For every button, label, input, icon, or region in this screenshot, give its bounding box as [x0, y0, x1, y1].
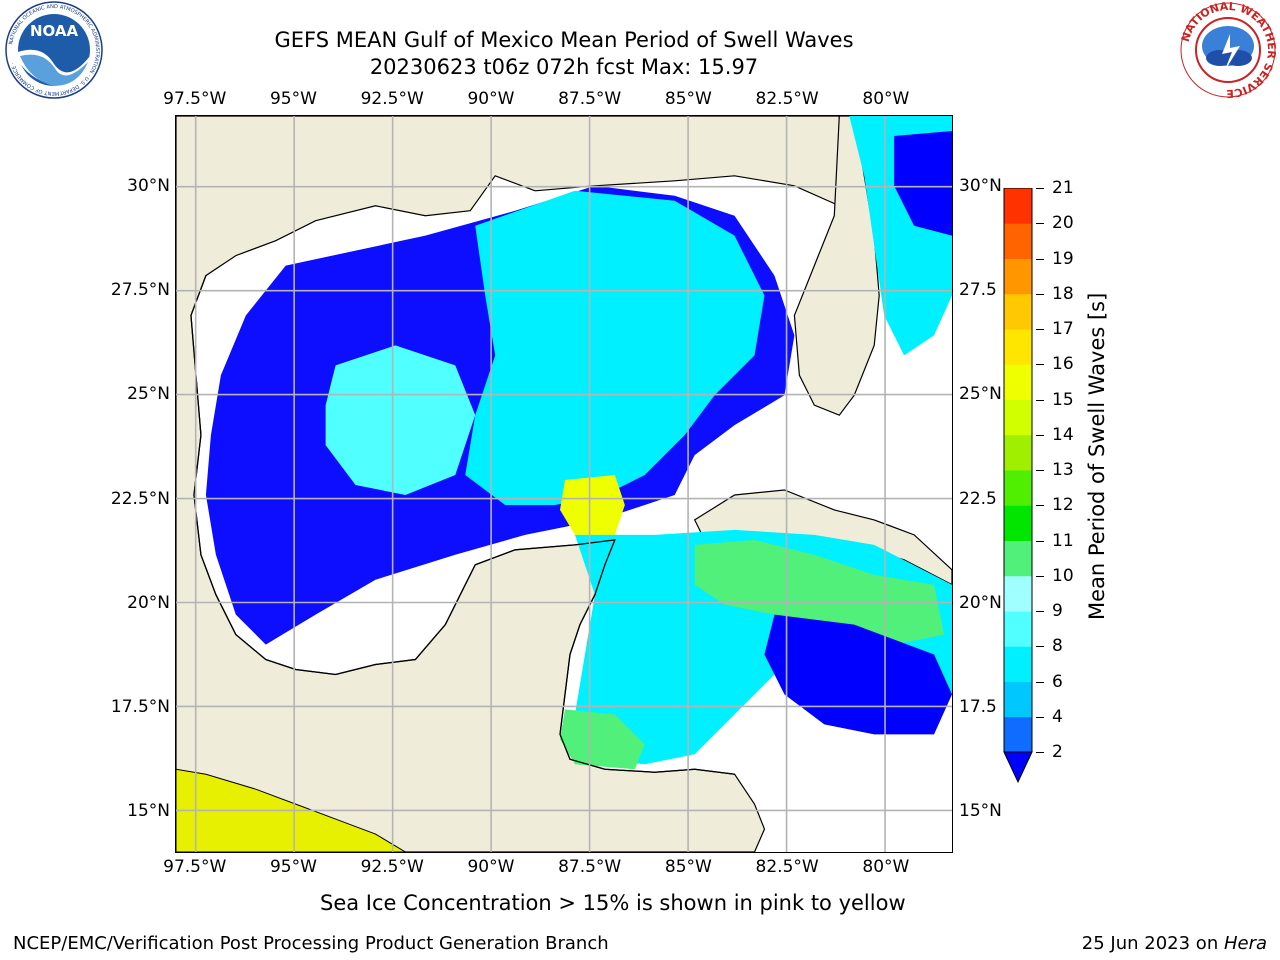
- lon-tick-top: 87.5°W: [558, 89, 622, 109]
- colorbar-bin: [1004, 258, 1032, 295]
- lon-tick-top: 82.5°W: [755, 89, 819, 109]
- colorbar-tick: 9: [1052, 601, 1063, 621]
- lon-tick-bottom: 82.5°W: [755, 857, 819, 877]
- lon-tick-top: 97.5°W: [163, 89, 227, 109]
- lat-tick-right: 30°N: [959, 175, 1002, 196]
- colorbar-tick: 13: [1052, 460, 1074, 480]
- colorbar-bin: [1004, 329, 1032, 365]
- colorbar-tick-mark: [1036, 575, 1044, 577]
- colorbar-under-arrow: [1003, 751, 1033, 784]
- colorbar-tick-mark: [1036, 681, 1044, 683]
- footer-date: 25 Jun 2023 on: [1081, 933, 1224, 954]
- colorbar-tick: 15: [1052, 389, 1074, 410]
- lon-tick-top: 90°W: [467, 89, 515, 109]
- colorbar-bin: [1004, 434, 1032, 471]
- lon-tick-bottom: 97.5°W: [163, 857, 227, 877]
- lon-tick-top: 85°W: [664, 89, 712, 109]
- colorbar-label: Mean Period of Swell Waves [s]: [1085, 292, 1109, 620]
- colorbar-tick-mark: [1036, 293, 1044, 295]
- lat-tick-right: 25°N: [959, 384, 1002, 405]
- footer-credit: NCEP/EMC/Verification Post Processing Pr…: [13, 933, 609, 954]
- colorbar-tick-mark: [1036, 399, 1044, 401]
- colorbar-tick: 20: [1052, 213, 1074, 234]
- colorbar-bin: [1004, 575, 1032, 612]
- colorbar-bin: [1004, 364, 1032, 400]
- lon-tick-bottom: 87.5°W: [558, 857, 622, 877]
- map-plot: [175, 115, 953, 853]
- colorbar-tick-mark: [1036, 505, 1044, 507]
- colorbar-tick: 19: [1052, 248, 1074, 269]
- colorbar-bin: [1004, 716, 1032, 753]
- colorbar-tick: 14: [1052, 424, 1074, 445]
- map-title: GEFS MEAN Gulf of Mexico Mean Period of …: [274, 28, 854, 52]
- lat-tick-left: 15°N: [127, 801, 170, 822]
- colorbar-tick: 8: [1052, 636, 1063, 657]
- sea-ice-note: Sea Ice Concentration > 15% is shown in …: [320, 891, 906, 915]
- colorbar-tick-mark: [1036, 716, 1044, 718]
- nws-logo: NATIONAL WEATHER SERVICE: [1179, 0, 1278, 100]
- lat-tick-right: 20°N: [959, 592, 1002, 613]
- lat-tick-left: 22.5°N: [110, 488, 170, 509]
- colorbar-bin: [1004, 293, 1032, 330]
- colorbar-bin: [1004, 611, 1032, 647]
- colorbar-tick: 6: [1052, 671, 1063, 692]
- lon-tick-bottom: 92.5°W: [360, 857, 424, 877]
- colorbar-tick-mark: [1036, 611, 1044, 612]
- colorbar: [1003, 188, 1033, 784]
- lat-tick-right: 15°N: [959, 801, 1002, 822]
- colorbar-bin: [1004, 223, 1032, 259]
- noaa-logo-text: NOAA: [30, 22, 79, 40]
- colorbar-tick-mark: [1036, 364, 1044, 366]
- lat-tick-right: 22.5: [959, 488, 997, 509]
- lon-tick-bottom: 80°W: [862, 857, 910, 877]
- lon-tick-top: 92.5°W: [360, 89, 424, 109]
- lon-tick-bottom: 95°W: [269, 857, 317, 877]
- colorbar-bin: [1004, 399, 1032, 436]
- colorbar-tick-mark: [1036, 258, 1044, 260]
- lat-tick-left: 17.5°N: [110, 697, 170, 718]
- colorbar-tick: 21: [1052, 178, 1074, 198]
- lon-tick-top: 80°W: [862, 89, 910, 109]
- colorbar-tick: 11: [1052, 530, 1074, 551]
- colorbar-bin: [1004, 505, 1032, 541]
- map-subtitle: 20230623 t06z 072h fcst Max: 15.97: [369, 55, 759, 79]
- lat-tick-left: 25°N: [127, 384, 170, 405]
- lon-tick-top: 95°W: [269, 89, 317, 109]
- colorbar-tick-mark: [1036, 188, 1044, 189]
- colorbar-bin: [1004, 646, 1032, 682]
- colorbar-tick: 12: [1052, 495, 1074, 516]
- colorbar-bin: [1004, 470, 1032, 506]
- colorbar-frame: [1003, 188, 1033, 753]
- lat-tick-left: 30°N: [127, 175, 170, 196]
- colorbar-tick: 10: [1052, 565, 1074, 586]
- colorbar-tick: 18: [1052, 283, 1074, 304]
- lat-tick-right: 27.5: [959, 280, 997, 301]
- lon-tick-bottom: 85°W: [664, 857, 712, 877]
- colorbar-bin: [1004, 681, 1032, 718]
- colorbar-bin: [1004, 540, 1032, 577]
- colorbar-tick-mark: [1036, 470, 1044, 471]
- colorbar-tick-mark: [1036, 434, 1044, 436]
- colorbar-bin: [1004, 188, 1032, 224]
- lat-tick-right: 17.5: [959, 697, 997, 718]
- lat-tick-left: 20°N: [127, 592, 170, 613]
- lon-tick-bottom: 90°W: [467, 857, 515, 877]
- colorbar-tick: 17: [1052, 319, 1074, 339]
- colorbar-tick-mark: [1036, 540, 1044, 542]
- colorbar-tick: 16: [1052, 354, 1074, 375]
- lat-tick-left: 27.5°N: [110, 280, 170, 301]
- colorbar-tick-mark: [1036, 223, 1044, 225]
- colorbar-tick-mark: [1036, 646, 1044, 648]
- colorbar-tick-mark: [1036, 329, 1044, 330]
- footer-host: Hera: [1223, 933, 1267, 954]
- colorbar-tick-mark: [1036, 752, 1044, 753]
- footer-timestamp: 25 Jun 2023 on Hera: [1082, 933, 1267, 954]
- colorbar-tick: 4: [1052, 706, 1063, 727]
- noaa-logo: NOAA NATIONAL OCEANIC AND ATMOSPHERIC AD…: [5, 1, 103, 99]
- colorbar-tick: 2: [1052, 742, 1063, 762]
